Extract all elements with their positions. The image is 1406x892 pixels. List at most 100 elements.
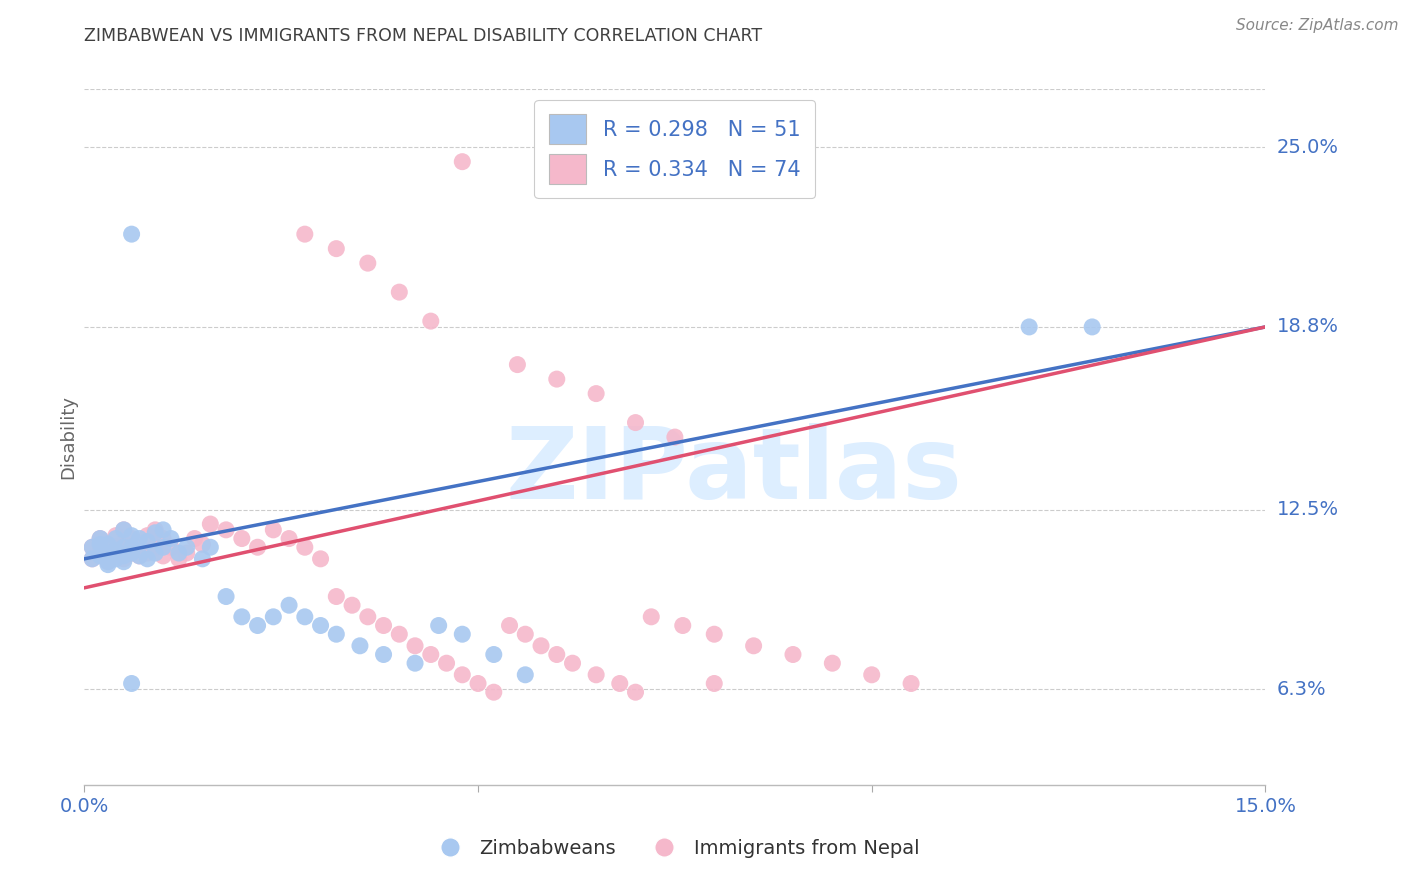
Point <box>506 358 529 372</box>
Point <box>143 525 166 540</box>
Point <box>152 549 174 563</box>
Point <box>121 676 143 690</box>
Point <box>82 541 104 555</box>
Point <box>1081 319 1104 334</box>
Point <box>373 618 395 632</box>
Point <box>231 610 253 624</box>
Text: ZIPatlas: ZIPatlas <box>506 424 962 520</box>
Point <box>624 416 647 430</box>
Point <box>427 618 450 632</box>
Point <box>183 532 205 546</box>
Point <box>97 555 120 569</box>
Point <box>191 537 214 551</box>
Point <box>325 242 347 256</box>
Point <box>143 523 166 537</box>
Point <box>388 627 411 641</box>
Point <box>82 551 104 566</box>
Point <box>160 541 183 555</box>
Point <box>82 541 104 555</box>
Point <box>482 685 505 699</box>
Point <box>404 657 426 671</box>
Legend: Zimbabweans, Immigrants from Nepal: Zimbabweans, Immigrants from Nepal <box>423 831 927 866</box>
Point <box>89 546 111 560</box>
Point <box>357 610 380 624</box>
Point <box>97 555 120 569</box>
Point <box>294 227 316 242</box>
Point <box>176 541 198 555</box>
Point <box>231 532 253 546</box>
Point <box>112 537 135 551</box>
Point <box>262 523 284 537</box>
Point <box>640 610 662 624</box>
Point <box>515 667 537 681</box>
Point <box>215 590 238 604</box>
Point <box>451 627 474 641</box>
Point <box>585 667 607 681</box>
Point <box>89 532 111 546</box>
Point <box>104 551 127 566</box>
Point <box>703 627 725 641</box>
Point <box>152 523 174 537</box>
Point <box>167 546 190 560</box>
Point <box>530 639 553 653</box>
Point <box>215 523 238 537</box>
Point <box>467 676 489 690</box>
Point <box>419 314 441 328</box>
Point <box>349 639 371 653</box>
Point <box>121 227 143 242</box>
Point <box>546 648 568 662</box>
Point <box>246 541 269 555</box>
Y-axis label: Disability: Disability <box>59 395 77 479</box>
Point <box>97 549 120 563</box>
Point <box>451 154 474 169</box>
Point <box>624 685 647 699</box>
Point <box>136 546 159 560</box>
Point <box>97 537 120 551</box>
Point <box>112 549 135 563</box>
Point <box>262 610 284 624</box>
Point <box>104 543 127 558</box>
Point <box>860 667 883 681</box>
Point <box>200 517 222 532</box>
Point <box>325 627 347 641</box>
Point <box>482 648 505 662</box>
Point <box>121 546 143 560</box>
Point <box>742 639 765 653</box>
Point <box>104 541 127 555</box>
Point <box>278 599 301 613</box>
Point <box>309 618 332 632</box>
Point <box>498 618 520 632</box>
Point <box>112 551 135 566</box>
Point <box>128 537 150 551</box>
Point <box>404 639 426 653</box>
Point <box>97 558 120 572</box>
Point <box>128 549 150 563</box>
Point <box>325 590 347 604</box>
Point <box>89 537 111 551</box>
Point <box>561 657 583 671</box>
Point <box>112 523 135 537</box>
Point <box>278 532 301 546</box>
Point <box>152 532 174 546</box>
Point <box>357 256 380 270</box>
Point <box>82 551 104 566</box>
Point <box>664 430 686 444</box>
Text: 18.8%: 18.8% <box>1277 318 1339 336</box>
Point <box>451 667 474 681</box>
Point <box>121 541 143 555</box>
Point <box>121 546 143 560</box>
Text: 12.5%: 12.5% <box>1277 500 1339 519</box>
Point <box>143 546 166 560</box>
Point <box>672 618 695 632</box>
Point <box>136 528 159 542</box>
Point <box>782 648 804 662</box>
Point <box>309 551 332 566</box>
Point <box>104 532 127 546</box>
Point <box>104 528 127 542</box>
Text: ZIMBABWEAN VS IMMIGRANTS FROM NEPAL DISABILITY CORRELATION CHART: ZIMBABWEAN VS IMMIGRANTS FROM NEPAL DISA… <box>84 27 762 45</box>
Point <box>167 551 190 566</box>
Point <box>373 648 395 662</box>
Point <box>436 657 458 671</box>
Point <box>112 555 135 569</box>
Point <box>546 372 568 386</box>
